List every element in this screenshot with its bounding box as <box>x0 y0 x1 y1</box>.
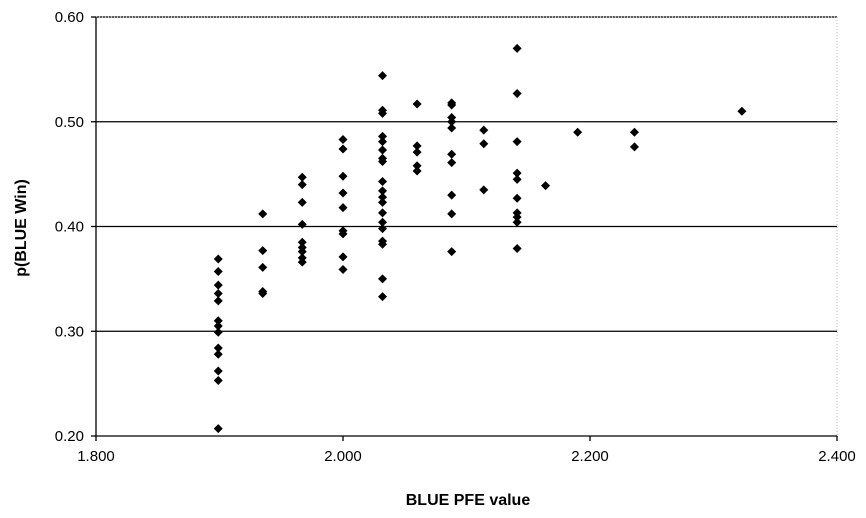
data-point <box>258 262 268 272</box>
data-point <box>512 243 522 253</box>
data-point <box>378 137 388 147</box>
data-point <box>512 168 522 178</box>
data-point <box>213 267 223 277</box>
x-tick-label: 2.000 <box>324 448 362 465</box>
y-tick-label: 0.60 <box>55 9 84 26</box>
data-point <box>378 108 388 118</box>
data-point <box>213 375 223 385</box>
data-point <box>213 424 223 434</box>
data-point <box>412 99 422 109</box>
data-point <box>512 88 522 98</box>
data-point <box>378 217 388 227</box>
data-point <box>338 252 348 262</box>
data-point <box>629 142 639 152</box>
data-point <box>297 172 307 182</box>
y-tick-label: 0.20 <box>55 428 84 445</box>
data-point <box>258 209 268 219</box>
data-points <box>213 43 747 434</box>
data-point <box>512 43 522 53</box>
data-point <box>378 208 388 218</box>
data-point <box>378 71 388 81</box>
data-point <box>479 185 489 195</box>
data-point <box>512 217 522 227</box>
x-tick-label: 1.800 <box>77 448 115 465</box>
data-point <box>297 180 307 190</box>
data-point <box>378 239 388 249</box>
data-point <box>378 224 388 234</box>
data-point <box>297 197 307 207</box>
data-point <box>447 209 457 219</box>
y-tick-label: 0.50 <box>55 114 84 131</box>
y-tick-label: 0.30 <box>55 323 84 340</box>
x-axis-title: BLUE PFE value <box>406 492 531 509</box>
data-point <box>447 247 457 257</box>
data-point <box>213 343 223 353</box>
data-point <box>412 141 422 151</box>
y-tick-label: 0.40 <box>55 219 84 236</box>
data-point <box>412 161 422 171</box>
data-point <box>213 321 223 331</box>
data-point <box>213 289 223 299</box>
data-point <box>297 257 307 267</box>
y-axis-title: p(BLUE Win) <box>13 179 30 277</box>
data-point <box>512 174 522 184</box>
data-point <box>447 117 457 127</box>
data-point <box>338 229 348 239</box>
data-point <box>213 296 223 306</box>
data-point <box>213 280 223 290</box>
data-point <box>213 316 223 326</box>
data-point <box>213 327 223 337</box>
data-point <box>629 127 639 137</box>
data-point <box>338 144 348 154</box>
data-point <box>378 157 388 167</box>
data-point <box>447 100 457 110</box>
data-point <box>338 203 348 213</box>
data-point <box>378 197 388 207</box>
data-point <box>447 123 457 133</box>
data-point <box>479 139 489 149</box>
gridlines <box>96 16 838 436</box>
data-point <box>213 349 223 359</box>
data-point <box>573 127 583 137</box>
data-point <box>378 292 388 302</box>
data-point <box>338 188 348 198</box>
tick-labels: 0.20 0.30 0.40 0.50 0.60 1.800 2.000 2.200 2.400 <box>55 9 856 465</box>
data-point <box>338 135 348 145</box>
data-point <box>378 274 388 284</box>
data-point <box>412 166 422 176</box>
data-point <box>512 212 522 222</box>
data-point <box>378 192 388 202</box>
data-point <box>378 176 388 186</box>
data-point <box>297 247 307 257</box>
data-point <box>213 366 223 376</box>
data-point <box>479 125 489 135</box>
data-point <box>512 193 522 203</box>
data-point <box>258 289 268 299</box>
data-point <box>338 171 348 181</box>
data-point <box>338 264 348 274</box>
data-point <box>447 190 457 200</box>
data-point <box>378 131 388 141</box>
data-point <box>412 147 422 157</box>
data-point <box>512 137 522 147</box>
data-point <box>378 186 388 196</box>
x-tick-label: 2.200 <box>571 448 609 465</box>
data-point <box>378 145 388 155</box>
data-point <box>447 158 457 168</box>
data-point <box>541 181 551 191</box>
axes <box>91 16 838 441</box>
data-point <box>737 106 747 116</box>
data-point <box>258 246 268 256</box>
x-tick-label: 2.400 <box>818 448 856 465</box>
data-point <box>297 219 307 229</box>
data-point <box>447 149 457 159</box>
data-point <box>297 237 307 247</box>
data-point <box>213 254 223 264</box>
